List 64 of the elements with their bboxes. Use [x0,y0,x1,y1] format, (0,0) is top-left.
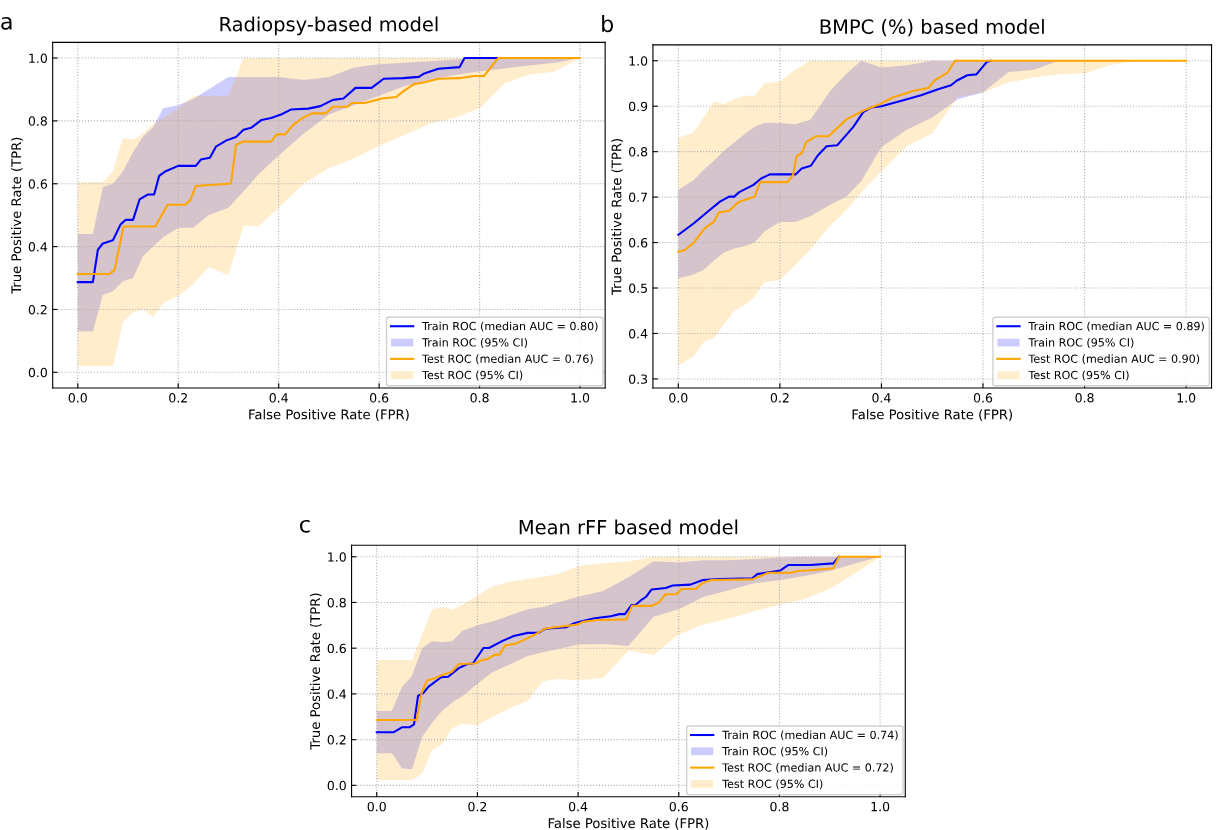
y-tick-label: 0.3 [629,374,648,384]
chart-title: Radiopsy-based model [220,16,438,36]
x-tick-label: 0.6 [669,801,688,812]
x-axis-title: False Positive Rate (FPR) [249,409,409,421]
y-tick-label: 1.0 [328,552,346,562]
text: c [300,519,310,533]
x-tick-label: 0.4 [568,801,588,812]
x-tick-label: 1.0 [1177,393,1196,403]
x-tick-label: 0.0 [367,801,386,812]
y-tick-label: 0.0 [28,367,47,378]
x-tick-label: 0.2 [468,801,487,812]
y-tick-label: 0.8 [28,116,47,126]
chart-title: Mean rFF based model [519,519,738,535]
x-tick-label: 0.8 [470,393,489,403]
legend-label: Train ROC (95% CI) [1028,337,1134,348]
y-tick-label: 1.0 [29,53,47,63]
legend-label: Train ROC (median AUC = 0.74) [722,730,898,741]
x-tick-label: 0.8 [770,801,789,812]
text: b [602,14,614,33]
y-tick-label: 0.6 [327,643,346,654]
x-tick-label: 0.4 [269,393,288,403]
x-tick-label: 0.8 [1075,393,1094,403]
x-tick-label: 0.0 [68,393,87,403]
legend-label: Train ROC (95% CI) [422,337,528,348]
x-tick-label: 0.2 [770,393,789,403]
x-tick-label: 0.4 [872,393,891,403]
legend-label: Test ROC (95% CI) [722,779,823,790]
legend-label: Test ROC (median AUC = 0.90) [1028,354,1200,365]
legend-label: Test ROC (median AUC = 0.76) [422,354,593,365]
x-axis-title: False Positive Rate (FPR) [548,817,709,830]
y-tick-label: 0.9 [629,101,648,112]
x-tick-label: 0.0 [669,393,688,403]
y-axis-title: True Positive Rate (TPR) [309,593,322,750]
y-tick-label: 0.4 [629,328,648,339]
line-series [76,57,500,284]
legend-label: Train ROC (95% CI) [722,746,828,757]
chart-title: BMPC (%) based model [820,18,1044,37]
legend-label: Test ROC (median AUC = 0.72) [722,763,893,773]
line-series [76,57,582,275]
y-tick-label: 0.5 [629,283,647,293]
y-tick-label: 0.8 [327,597,346,608]
x-tick-label: 1.0 [571,393,590,403]
x-axis-title: False Positive Rate (FPR) [852,409,1012,421]
legend-label: Test ROC (95% CI) [1028,370,1129,381]
y-tick-label: 1.0 [629,56,648,66]
x-tick-label: 0.6 [370,393,389,403]
y-axis-title: True Positive Rate (TPR) [11,137,23,294]
y-tick-label: 0.2 [327,735,346,745]
y-tick-label: 0.7 [629,192,647,203]
y-tick-label: 0.4 [28,242,48,252]
legend-label: Train ROC (median AUC = 0.89) [1028,321,1204,332]
y-tick-label: 0.6 [629,238,648,248]
y-tick-label: 0.4 [327,689,347,699]
y-tick-label: 0.2 [28,304,47,315]
legend-label: Train ROC (median AUC = 0.80) [422,321,598,332]
y-tick-label: 0.0 [327,780,346,791]
x-tick-label: 1.0 [871,801,890,812]
legend-label: Test ROC (95% CI) [422,370,523,381]
x-tick-label: 0.2 [169,393,187,403]
y-tick-label: 0.6 [28,179,48,189]
y-axis-title: True Positive Rate (TPR) [611,138,624,296]
y-tick-label: 0.8 [629,147,648,157]
text: a [1,16,12,30]
x-tick-label: 0.6 [973,393,993,403]
